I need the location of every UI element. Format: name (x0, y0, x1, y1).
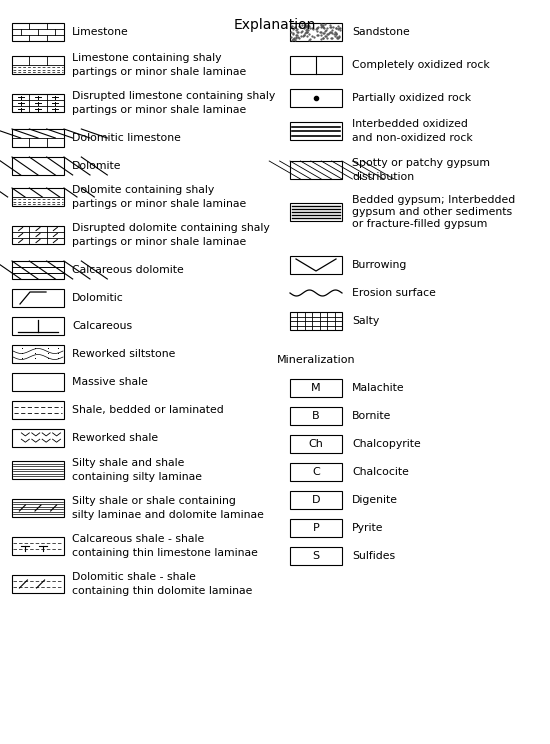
Bar (290, 312, 342, 330)
Text: Disrupted limestone containing shaly: Disrupted limestone containing shaly (72, 91, 275, 101)
Text: Silty shale and shale: Silty shale and shale (72, 458, 184, 468)
Text: Dolomitic shale - shale: Dolomitic shale - shale (72, 572, 196, 582)
Text: Malachite: Malachite (352, 383, 405, 393)
Text: Dolomite: Dolomite (72, 161, 122, 171)
Bar (290, 379, 342, 397)
Bar (12, 373, 64, 391)
Bar (12, 537, 64, 555)
Text: silty laminae and dolomite laminae: silty laminae and dolomite laminae (72, 510, 264, 520)
Bar (290, 203, 342, 221)
Bar (12, 345, 64, 363)
Text: Massive shale: Massive shale (72, 377, 148, 387)
Text: Dolomitic limestone: Dolomitic limestone (72, 133, 181, 143)
Text: Burrowing: Burrowing (352, 260, 408, 270)
Text: Dolomite containing shaly: Dolomite containing shaly (72, 185, 214, 195)
Text: distribution: distribution (352, 172, 414, 182)
Text: Erosion surface: Erosion surface (352, 288, 436, 298)
Text: Dolomitic: Dolomitic (72, 293, 124, 303)
Text: or fracture-filled gypsum: or fracture-filled gypsum (352, 219, 487, 229)
Bar (290, 407, 342, 425)
Text: Calcareous shale - shale: Calcareous shale - shale (72, 534, 204, 544)
Text: Pyrite: Pyrite (352, 523, 383, 533)
Text: Digenite: Digenite (352, 495, 398, 505)
Text: Chalcopyrite: Chalcopyrite (352, 439, 421, 449)
Text: Calcareous: Calcareous (72, 321, 132, 331)
Bar (12, 188, 64, 206)
Text: Chalcocite: Chalcocite (352, 467, 409, 477)
Text: Reworked siltstone: Reworked siltstone (72, 349, 175, 359)
Text: Ch: Ch (309, 439, 323, 449)
Bar (12, 157, 64, 175)
Bar (290, 463, 342, 481)
Text: Mineralization: Mineralization (277, 355, 355, 365)
Bar (290, 491, 342, 509)
Text: Reworked shale: Reworked shale (72, 433, 158, 443)
Text: containing thin limestone laminae: containing thin limestone laminae (72, 548, 258, 558)
Bar (290, 89, 342, 107)
Text: Sandstone: Sandstone (352, 27, 410, 37)
Text: partings or minor shale laminae: partings or minor shale laminae (72, 199, 246, 209)
Bar (290, 122, 342, 140)
Text: partings or minor shale laminae: partings or minor shale laminae (72, 237, 246, 247)
Text: containing thin dolomite laminae: containing thin dolomite laminae (72, 586, 252, 596)
Text: Explanation: Explanation (234, 18, 316, 32)
Bar (290, 435, 342, 453)
Text: partings or minor shale laminae: partings or minor shale laminae (72, 67, 246, 77)
Bar (12, 23, 64, 41)
Text: D: D (312, 495, 320, 505)
Text: Calcareous dolomite: Calcareous dolomite (72, 265, 184, 275)
Bar (12, 401, 64, 419)
Text: S: S (312, 551, 320, 561)
Bar (12, 129, 64, 147)
Bar (290, 161, 342, 179)
Text: Shale, bedded or laminated: Shale, bedded or laminated (72, 405, 224, 415)
Text: Bedded gypsum; Interbedded: Bedded gypsum; Interbedded (352, 195, 515, 205)
Bar (290, 256, 342, 274)
Bar (12, 499, 64, 517)
Bar (12, 289, 64, 307)
Bar (12, 261, 64, 279)
Bar (12, 429, 64, 447)
Bar (12, 226, 64, 244)
Bar (12, 461, 64, 479)
Text: Sulfides: Sulfides (352, 551, 395, 561)
Bar (12, 56, 64, 74)
Text: Partially oxidized rock: Partially oxidized rock (352, 93, 471, 103)
Bar (12, 94, 64, 112)
Text: Spotty or patchy gypsum: Spotty or patchy gypsum (352, 158, 490, 168)
Text: containing silty laminae: containing silty laminae (72, 472, 202, 482)
Bar (290, 56, 342, 74)
Text: Completely oxidized rock: Completely oxidized rock (352, 60, 490, 70)
Text: Limestone: Limestone (72, 27, 129, 37)
Bar (12, 575, 64, 593)
Bar (290, 519, 342, 537)
Text: M: M (311, 383, 321, 393)
Text: Salty: Salty (352, 316, 379, 326)
Text: Bornite: Bornite (352, 411, 392, 421)
Text: C: C (312, 467, 320, 477)
Bar (290, 23, 342, 41)
Text: Silty shale or shale containing: Silty shale or shale containing (72, 496, 236, 506)
Text: Disrupted dolomite containing shaly: Disrupted dolomite containing shaly (72, 223, 270, 233)
Text: P: P (312, 523, 320, 533)
Text: Limestone containing shaly: Limestone containing shaly (72, 53, 222, 63)
Text: partings or minor shale laminae: partings or minor shale laminae (72, 105, 246, 115)
Bar (12, 317, 64, 335)
Bar (290, 547, 342, 565)
Text: gypsum and other sediments: gypsum and other sediments (352, 207, 512, 217)
Text: and non-oxidized rock: and non-oxidized rock (352, 133, 473, 143)
Text: Interbedded oxidized: Interbedded oxidized (352, 119, 468, 129)
Text: B: B (312, 411, 320, 421)
